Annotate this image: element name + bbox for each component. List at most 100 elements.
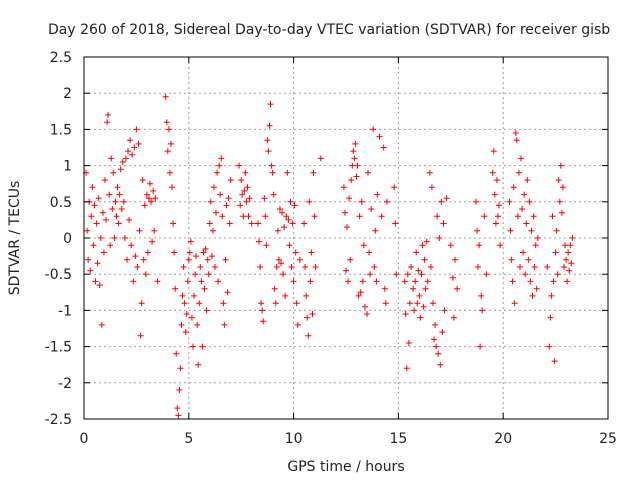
data-point [364,311,370,317]
data-point [120,198,127,205]
data-point [218,155,225,162]
data-point [246,195,253,202]
data-point [124,256,130,263]
data-point [213,209,219,216]
data-point [346,195,353,202]
data-point [268,162,275,169]
data-point [373,278,380,285]
data-point [527,278,534,285]
data-point [447,242,454,249]
data-point [141,202,148,209]
data-point [452,256,458,263]
data-point [241,187,248,194]
data-point [355,292,362,299]
data-point [93,220,100,227]
data-point [312,264,319,270]
data-point [549,213,556,220]
data-point [401,278,408,285]
data-point [454,285,461,292]
y-tick-label: -1 [58,303,72,319]
data-point [523,220,530,227]
data-point [340,184,347,191]
data-point [105,111,112,118]
data-point [223,202,230,209]
data-point [372,227,379,234]
data-point [293,300,300,307]
data-point [133,126,140,133]
data-point [532,242,539,249]
data-point [143,191,150,198]
data-point [559,184,566,191]
data-point [174,405,181,412]
data-point [164,148,171,155]
data-point [410,285,417,292]
data-point [492,220,499,227]
data-point [303,292,310,299]
data-point [435,350,442,357]
data-point [476,242,483,249]
data-point [522,271,529,278]
axis-ticks [83,56,609,420]
data-point [365,169,371,176]
data-point [302,264,309,270]
data-point [493,177,500,184]
data-point [557,162,564,169]
data-point [131,144,138,151]
data-point [204,256,211,263]
data-point [103,216,109,223]
data-point [91,202,98,209]
data-point [116,191,123,198]
data-point [437,361,444,368]
data-point [273,264,280,270]
data-point [427,264,434,270]
data-point [421,256,428,263]
data-point [206,220,213,227]
data-point [562,242,568,249]
data-point [137,332,144,339]
data-point [374,191,381,198]
data-point [495,213,501,220]
data-point [194,321,201,328]
data-point [348,177,355,184]
data-point [383,198,390,205]
data-point [195,361,202,368]
data-point [258,300,265,307]
data-point [217,191,224,198]
data-point [269,169,276,176]
data-point [479,307,486,314]
y-tick-label: 2 [63,86,72,102]
data-point [309,311,316,317]
data-point [550,278,557,285]
data-point [404,271,411,278]
data-point [112,198,119,205]
data-point [240,213,247,220]
data-point [530,213,537,220]
data-point [92,278,99,285]
grid [84,57,608,419]
data-point [226,220,233,227]
data-point [102,177,108,184]
data-point [306,198,313,205]
data-point [260,318,267,325]
y-tick-label: 1 [63,159,72,175]
data-point [403,365,410,372]
data-point [402,311,409,317]
data-point [405,340,412,346]
data-point [345,278,352,285]
data-point [481,213,488,220]
data-point [128,242,135,249]
data-point [347,256,354,263]
data-point [368,206,375,212]
y-tick-label: 1.5 [50,122,72,138]
data-point [547,314,554,321]
data-point [568,260,575,267]
data-point [144,249,151,256]
data-point [202,245,209,252]
data-point [510,184,517,191]
data-point [181,300,188,307]
data-point [416,292,423,299]
data-point [244,184,251,191]
data-point [121,235,128,241]
data-point [361,303,368,310]
